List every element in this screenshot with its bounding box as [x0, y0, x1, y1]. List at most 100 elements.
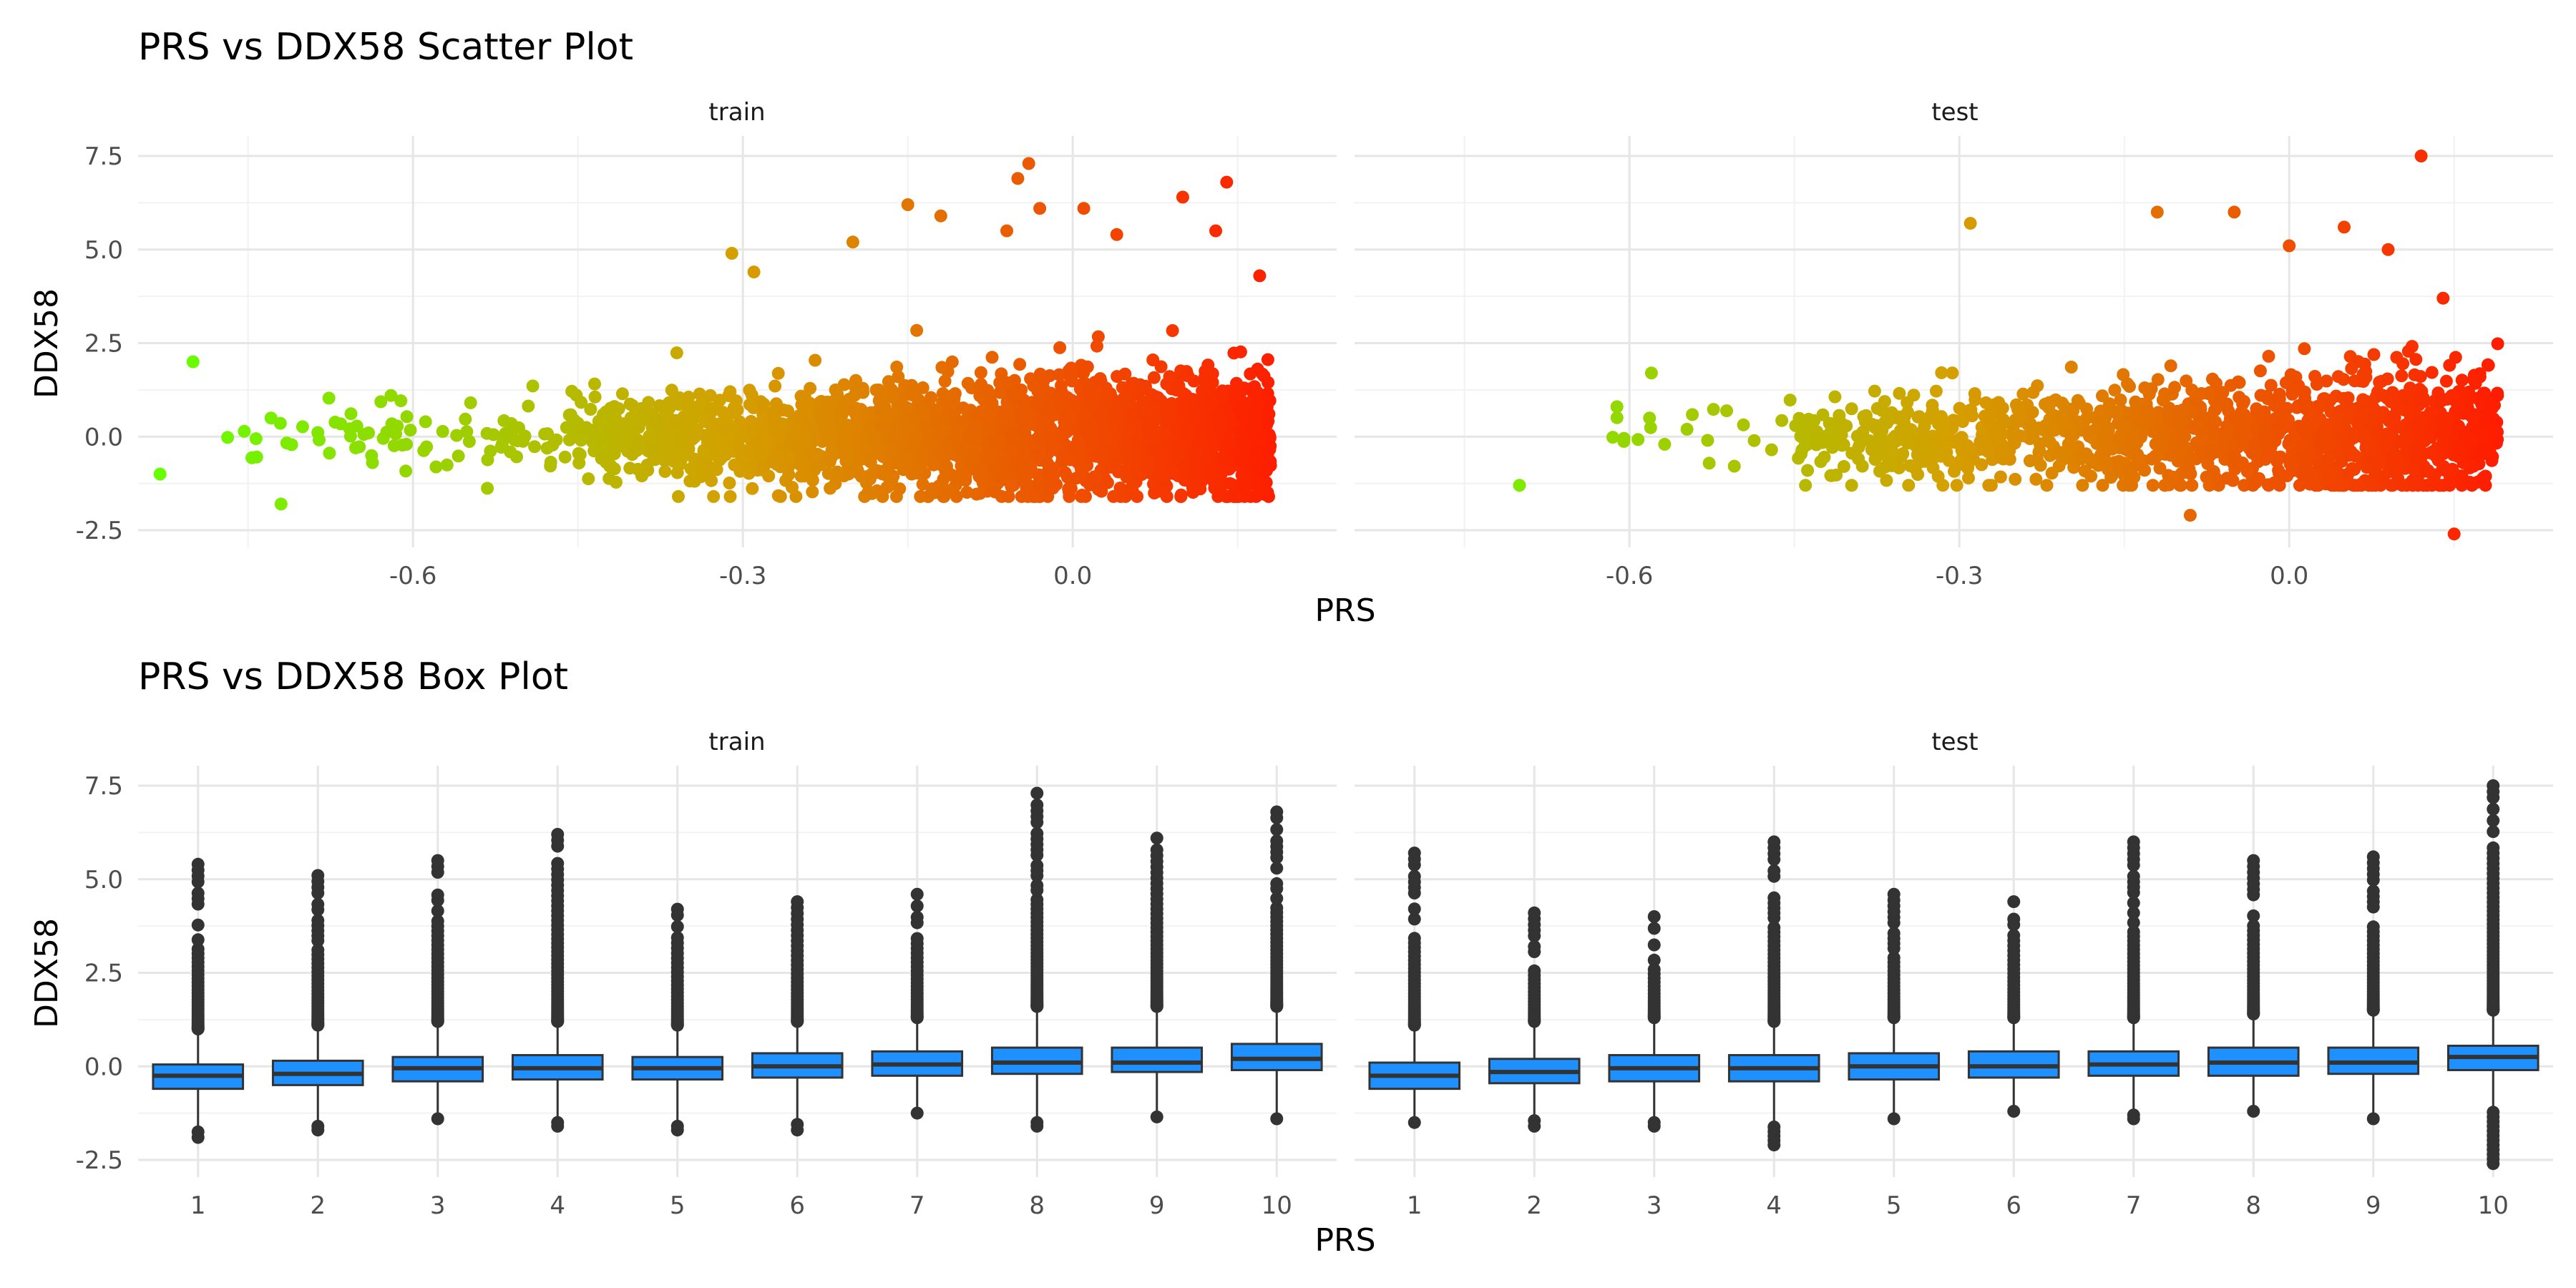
scatter-point: [2390, 454, 2404, 467]
scatter-point: [749, 436, 763, 450]
box-outlier-point: [191, 1131, 205, 1144]
box-outlier-point: [1528, 1119, 1541, 1133]
box-group-test-3: [1608, 910, 1701, 1133]
scatter-point: [723, 477, 736, 489]
box-outlier-point: [1407, 902, 1421, 916]
scatter-outlier-point: [1110, 228, 1123, 241]
box-outlier-point: [1030, 1119, 1044, 1133]
scatter-point: [1000, 376, 1013, 389]
scatter-x-tick-label: -0.3: [1936, 562, 1983, 590]
scatter-point: [2401, 344, 2415, 358]
box-outlier-point: [910, 932, 924, 945]
scatter-point: [588, 390, 602, 404]
scatter-point: [1727, 459, 1741, 473]
box-outlier-point: [1270, 1112, 1284, 1126]
box-x-tick-label: 8: [2245, 1191, 2261, 1220]
scatter-point: [864, 431, 878, 444]
scatter-point: [1814, 455, 1828, 469]
scatter-point: [1807, 414, 1821, 427]
scatter-outlier-point: [1644, 366, 1658, 380]
scatter-point: [1837, 459, 1850, 473]
scatter-point: [701, 435, 714, 449]
scatter-point: [2262, 349, 2275, 363]
scatter-point: [625, 448, 639, 462]
scatter-point: [1005, 386, 1018, 399]
box-y-label: DDX58: [29, 918, 65, 1028]
scatter-point: [2436, 411, 2449, 424]
scatter-point: [429, 460, 443, 474]
scatter-point: [642, 396, 655, 409]
scatter-point: [1981, 444, 1994, 458]
scatter-point: [2026, 406, 2039, 419]
scatter-point: [2164, 359, 2177, 373]
scatter-point: [1171, 449, 1184, 463]
scatter-point: [311, 426, 325, 439]
scatter-point: [1948, 414, 1962, 428]
scatter-point: [938, 374, 952, 388]
scatter-point: [1942, 454, 1956, 467]
box-outlier-point: [1647, 938, 1661, 952]
scatter-point: [2064, 429, 2078, 442]
scatter-point: [876, 489, 889, 503]
scatter-point: [1013, 358, 1027, 371]
scatter-outlier-point: [2183, 509, 2197, 522]
box-outlier-point: [431, 854, 444, 867]
scatter-point: [825, 443, 839, 457]
scatter-point: [2390, 351, 2404, 364]
box-outlier-point: [1407, 869, 1421, 883]
scatter-point: [2414, 370, 2427, 384]
scatter-point: [2029, 472, 2043, 486]
scatter-point: [2202, 479, 2216, 492]
scatter-x-tick-label: -0.3: [719, 562, 766, 590]
scatter-point: [1994, 470, 2007, 484]
scatter-outlier-point: [1033, 202, 1047, 215]
box-outlier-point: [1270, 823, 1284, 836]
scatter-point: [1174, 489, 1188, 503]
scatter-point: [1011, 435, 1025, 449]
scatter-point: [1053, 341, 1067, 354]
scatter-point: [1130, 436, 1143, 450]
scatter-point: [2477, 386, 2491, 400]
scatter-point: [560, 421, 573, 434]
box-x-tick-label: 3: [1646, 1191, 1662, 1220]
scatter-point: [1880, 474, 1893, 487]
scatter-point: [2381, 372, 2394, 386]
scatter-point: [1099, 432, 1113, 445]
scatter-point: [1828, 390, 1842, 404]
scatter-point: [323, 447, 336, 460]
scatter-point: [1249, 489, 1263, 503]
scatter-point: [1903, 459, 1917, 472]
scatter-point: [1840, 419, 1853, 433]
scatter-title: PRS vs DDX58 Scatter Plot: [138, 26, 633, 69]
scatter-point: [658, 464, 672, 478]
scatter-point: [1043, 369, 1057, 382]
scatter-point: [2424, 406, 2437, 419]
scatter-point: [666, 396, 680, 410]
scatter-point: [2067, 461, 2081, 474]
scatter-point: [1248, 380, 1262, 394]
scatter-point: [1078, 408, 1091, 421]
scatter-point: [2461, 406, 2474, 420]
box-group-test-10: [2446, 779, 2540, 1171]
scatter-point: [2395, 369, 2409, 383]
scatter-point: [2396, 389, 2410, 402]
scatter-point: [1617, 431, 1631, 445]
scatter-point: [831, 417, 844, 431]
scatter-point: [825, 395, 838, 409]
scatter-outlier-point: [1000, 224, 1013, 238]
scatter-point: [1865, 443, 1878, 457]
scatter-point: [2108, 384, 2122, 397]
scatter-x-label: PRS: [1314, 592, 1375, 629]
scatter-point: [2003, 452, 2016, 466]
scatter-point: [1166, 467, 1180, 480]
scatter-point: [1072, 434, 1085, 448]
scatter-outlier-point: [186, 355, 200, 369]
scatter-point: [2014, 429, 2027, 443]
scatter-point: [497, 414, 511, 427]
scatter-y-tick-label: 2.5: [84, 330, 123, 358]
box-outlier-point: [1030, 799, 1044, 811]
scatter-point: [366, 456, 379, 469]
scatter-point: [865, 487, 879, 500]
scatter-point: [2209, 403, 2223, 416]
scatter-point: [1118, 367, 1132, 381]
